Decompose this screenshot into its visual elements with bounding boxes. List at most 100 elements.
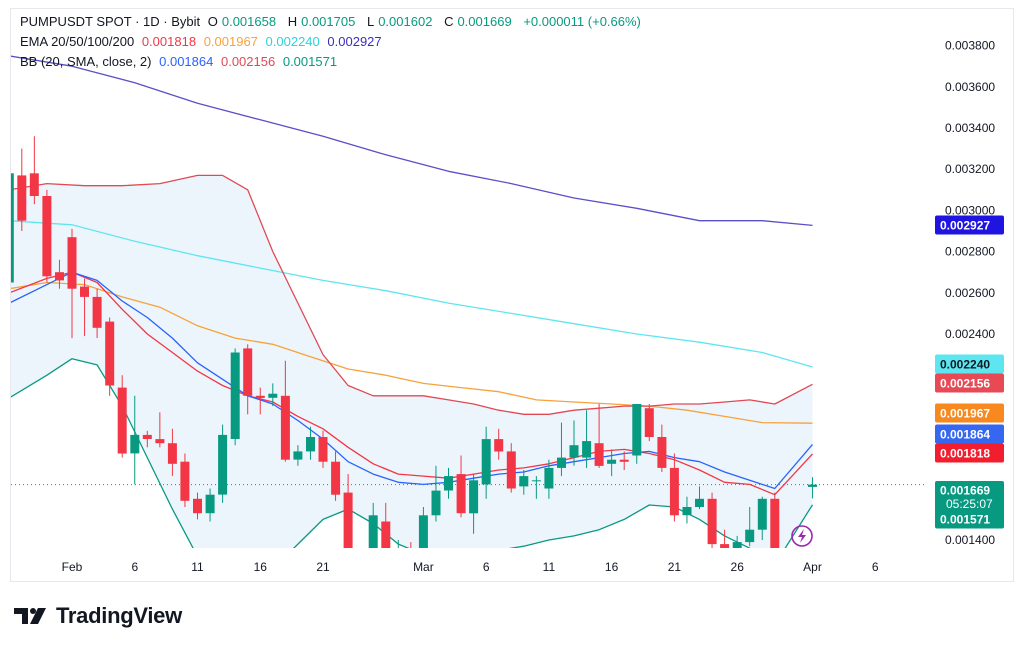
line-ema50 xyxy=(11,281,813,424)
candle[interactable] xyxy=(632,404,642,456)
candle[interactable] xyxy=(155,439,165,444)
candle[interactable] xyxy=(557,457,566,468)
candle[interactable] xyxy=(218,434,228,495)
candle[interactable] xyxy=(544,467,554,489)
candle[interactable] xyxy=(745,529,755,543)
candle[interactable] xyxy=(607,459,617,464)
candle[interactable] xyxy=(444,476,453,491)
price-tag-label: 0.001967 xyxy=(940,407,990,421)
candle[interactable] xyxy=(519,476,529,487)
bb-label: BB (20, SMA, close, 2) xyxy=(20,54,152,69)
candle[interactable] xyxy=(531,480,541,482)
candle[interactable] xyxy=(695,498,704,507)
candle[interactable] xyxy=(783,563,792,582)
candle[interactable] xyxy=(808,484,817,487)
candle[interactable] xyxy=(5,173,14,283)
legend-ema-row[interactable]: EMA 20/50/100/200 0.001818 0.001967 0.00… xyxy=(20,32,645,52)
price-tag-label: 0.001571 xyxy=(940,513,990,527)
candle[interactable] xyxy=(180,461,190,501)
x-tick-label: 16 xyxy=(605,560,619,574)
candle[interactable] xyxy=(644,408,654,437)
tradingview-branding[interactable]: TradingView xyxy=(14,603,182,629)
candle[interactable] xyxy=(481,439,491,485)
candle[interactable] xyxy=(469,480,479,514)
candle[interactable] xyxy=(669,467,679,516)
candle[interactable] xyxy=(707,498,717,545)
tradingview-logo-icon xyxy=(14,608,46,624)
candle[interactable] xyxy=(418,515,428,558)
candle[interactable] xyxy=(619,459,629,462)
y-tick-label: 0.001400 xyxy=(945,533,995,547)
candle[interactable] xyxy=(682,507,692,516)
candle[interactable] xyxy=(306,437,315,452)
candle[interactable] xyxy=(17,175,27,221)
x-tick-label: 16 xyxy=(254,560,268,574)
ema50-value: 0.001967 xyxy=(203,34,258,49)
candle[interactable] xyxy=(318,437,328,462)
legend-ohlc-row: PUMPUSDT SPOT · 1D · Bybit O 0.001658 H 0.… xyxy=(20,12,645,32)
candle[interactable] xyxy=(394,548,403,567)
price-tag-label: 0.002927 xyxy=(940,219,990,233)
candle[interactable] xyxy=(406,548,415,560)
candle[interactable] xyxy=(205,494,215,514)
x-tick-label: 21 xyxy=(316,560,330,574)
candle[interactable] xyxy=(230,352,240,440)
candle[interactable] xyxy=(770,498,780,563)
candle[interactable] xyxy=(268,393,278,398)
candle[interactable] xyxy=(193,498,202,514)
candle[interactable] xyxy=(142,434,152,439)
x-tick-label: Mar xyxy=(413,560,434,574)
candle[interactable] xyxy=(243,348,253,396)
candle[interactable] xyxy=(506,451,516,489)
x-tick-label: 6 xyxy=(483,560,490,574)
candle[interactable] xyxy=(657,437,667,468)
price-tag-label: 0.001864 xyxy=(940,428,990,442)
candle[interactable] xyxy=(55,272,64,281)
candle[interactable] xyxy=(494,439,504,452)
x-tick-label: 21 xyxy=(668,560,682,574)
candle[interactable] xyxy=(80,286,89,297)
symbol-label[interactable]: PUMPUSDT SPOT · 1D · Bybit xyxy=(20,14,201,29)
line-bb-basis xyxy=(11,271,813,490)
candle[interactable] xyxy=(368,515,378,597)
candle[interactable] xyxy=(569,445,579,458)
price-tag-label: 0.001669 xyxy=(940,484,990,498)
candle[interactable] xyxy=(280,395,290,460)
candle[interactable] xyxy=(293,451,303,460)
candle[interactable] xyxy=(67,237,77,289)
price-tag-bb-upper xyxy=(935,373,1004,393)
candle[interactable] xyxy=(356,575,365,598)
candle[interactable] xyxy=(117,387,127,454)
high-label: H 0.001705 xyxy=(287,14,356,29)
candle[interactable] xyxy=(331,461,341,495)
candle[interactable] xyxy=(757,498,767,530)
candle[interactable] xyxy=(343,492,353,573)
candle[interactable] xyxy=(92,296,102,328)
candle[interactable] xyxy=(105,321,115,386)
candle[interactable] xyxy=(456,474,466,514)
y-tick-label: 0.003600 xyxy=(945,80,995,94)
candle[interactable] xyxy=(582,441,592,458)
chart-frame xyxy=(10,8,1014,582)
legend-bb-row[interactable]: BB (20, SMA, close, 2) 0.001864 0.002156… xyxy=(20,52,645,72)
candle[interactable] xyxy=(167,443,177,464)
candle[interactable] xyxy=(29,173,39,196)
y-tick-label: 0.003000 xyxy=(945,203,995,217)
price-tag-label: 0.002156 xyxy=(940,377,990,391)
candle[interactable] xyxy=(732,542,742,563)
x-tick-label: Apr xyxy=(803,560,822,574)
candle[interactable] xyxy=(130,434,140,454)
line-bb-upper xyxy=(11,174,813,415)
y-tick-label: 0.002600 xyxy=(945,286,995,300)
candle[interactable] xyxy=(431,490,441,516)
candle[interactable] xyxy=(381,521,391,567)
candle[interactable] xyxy=(594,443,604,466)
close-label: C 0.001669 xyxy=(444,14,512,29)
y-tick-label: 0.002400 xyxy=(945,327,995,341)
candle[interactable] xyxy=(720,544,730,563)
candle[interactable] xyxy=(255,395,265,398)
lightning-icon[interactable] xyxy=(791,525,813,547)
candle[interactable] xyxy=(795,573,804,581)
candle[interactable] xyxy=(42,196,52,277)
